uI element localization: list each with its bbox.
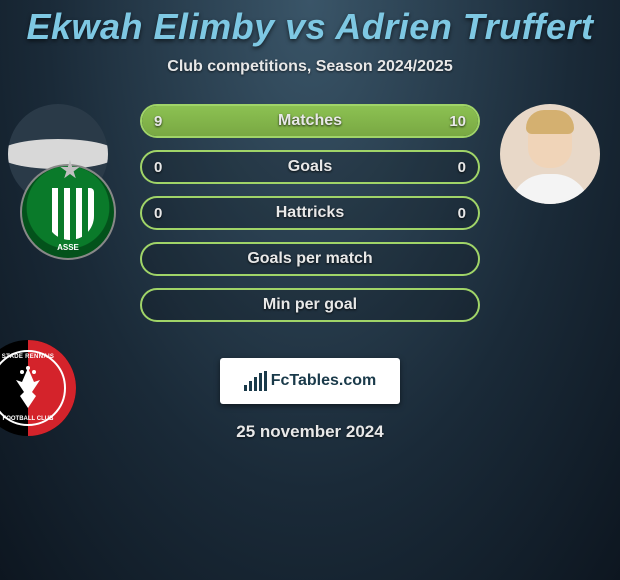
team-badge-left: ASSE <box>20 164 116 260</box>
team-badge-right: STADE RENNAIS FOOTBALL CLUB <box>0 340 76 436</box>
brand-box[interactable]: FcTables.com <box>220 358 400 404</box>
stat-row: Goals per match <box>140 242 480 276</box>
stat-label: Min per goal <box>263 296 357 314</box>
stat-fill-left <box>142 106 300 136</box>
stat-value-left: 9 <box>154 113 162 130</box>
player-photo-right <box>500 104 600 204</box>
ermine-icon <box>12 366 44 410</box>
stat-value-left: 0 <box>154 159 162 176</box>
stat-value-right: 0 <box>458 159 466 176</box>
comparison-subtitle: Club competitions, Season 2024/2025 <box>0 58 620 76</box>
stat-label: Matches <box>278 112 342 130</box>
stat-row: 0 Goals 0 <box>140 150 480 184</box>
brand-text: FcTables.com <box>271 372 377 390</box>
stat-value-right: 0 <box>458 205 466 222</box>
stat-value-left: 0 <box>154 205 162 222</box>
stat-label: Goals <box>288 158 332 176</box>
stat-rows: 9 Matches 10 0 Goals 0 0 Hattricks 0 Goals per ma… <box>140 104 480 322</box>
stat-label: Hattricks <box>276 204 344 222</box>
bar-chart-icon <box>244 371 267 391</box>
stat-label: Goals per match <box>247 250 372 268</box>
stat-value-right: 10 <box>449 113 466 130</box>
stat-row: 9 Matches 10 <box>140 104 480 138</box>
team-badge-right-label-bottom: FOOTBALL CLUB <box>0 416 76 422</box>
comparison-title: Ekwah Elimby vs Adrien Truffert <box>0 6 620 48</box>
stat-row: Min per goal <box>140 288 480 322</box>
team-badge-right-label-top: STADE RENNAIS <box>0 354 76 360</box>
stat-row: 0 Hattricks 0 <box>140 196 480 230</box>
comparison-date: 25 november 2024 <box>0 422 620 442</box>
team-badge-left-label: ASSE <box>22 243 114 252</box>
stats-area: ASSE STADE RENNAIS FOOTBALL CLUB 9Matche… <box>0 104 620 344</box>
